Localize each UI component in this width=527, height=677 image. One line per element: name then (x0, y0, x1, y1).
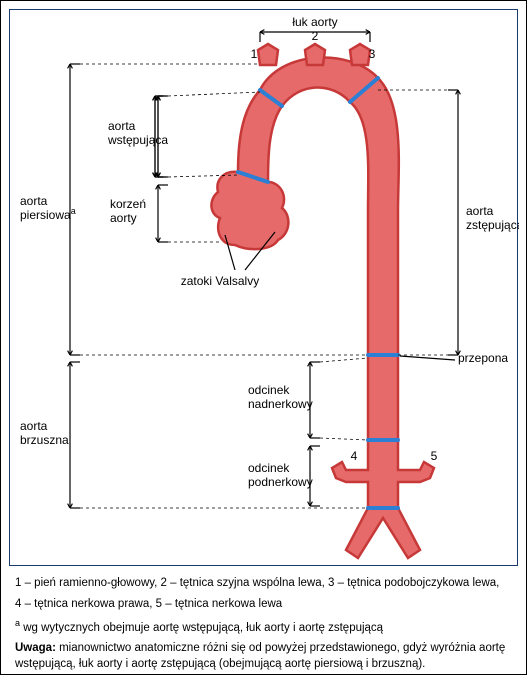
legend: 1 – pień ramienno-głowowy, 2 – tętnica s… (15, 576, 512, 677)
svg-text:5: 5 (431, 449, 438, 463)
svg-text:odcineknadnerkowy: odcineknadnerkowy (248, 383, 313, 411)
svg-text:3: 3 (369, 47, 376, 61)
note-text: mianownictwo anatomiczne różni się od po… (15, 642, 505, 670)
svg-text:łuk aorty: łuk aorty (292, 15, 337, 29)
svg-text:aortawstępująca: aortawstępująca (107, 119, 168, 147)
note-label: Uwaga: (15, 642, 56, 654)
legend-line-1: 1 – pień ramienno-głowowy, 2 – tętnica s… (15, 576, 512, 592)
svg-text:odcinekpodnerkowy: odcinekpodnerkowy (248, 461, 313, 489)
legend-note: Uwaga: mianownictwo anatomiczne różni si… (15, 641, 512, 672)
svg-text:korzeńaorty: korzeńaorty (110, 197, 146, 225)
svg-text:aortabrzuszna: aortabrzuszna (20, 419, 69, 447)
legend-line-2: 4 – tętnica nerkowa prawa, 5 – tętnica n… (15, 597, 512, 613)
svg-text:4: 4 (351, 449, 358, 463)
aorta-diagram: łuk aorty 1 2 3 aortawstępująca korzeńaorty za… (10, 10, 519, 563)
svg-text:2: 2 (312, 29, 319, 43)
footnote-text: wg wytycznych obejmuje aortę wstępującą,… (20, 622, 383, 634)
svg-text:aortazstępująca: aortazstępująca (466, 204, 519, 232)
legend-footnote: a wg wytycznych obejmuje aortę wstępując… (15, 617, 512, 636)
svg-text:przepona: przepona (458, 351, 508, 365)
svg-text:aortapiersiowaa: aortapiersiowaa (20, 194, 76, 222)
figure-container: łuk aorty 1 2 3 aortawstępująca korzeńaorty za… (0, 0, 527, 675)
svg-text:1: 1 (251, 47, 258, 61)
aorta-shape (211, 57, 434, 558)
svg-text:zatoki Valsalvy: zatoki Valsalvy (181, 274, 259, 288)
diagram-area: łuk aorty 1 2 3 aortawstępująca korzeńaorty za… (9, 9, 518, 566)
